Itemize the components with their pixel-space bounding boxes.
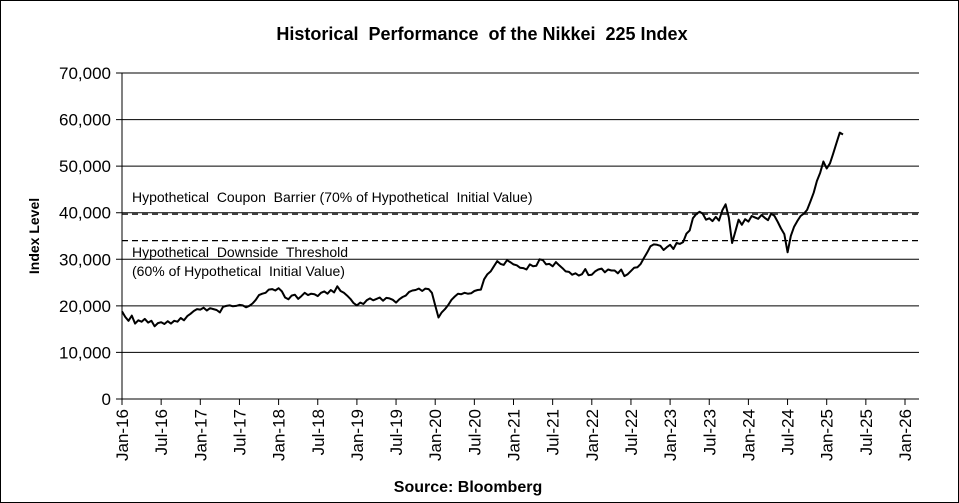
x-tick-label: Jan-23 (661, 409, 680, 461)
x-tick-label: Jul-25 (857, 409, 876, 455)
x-tick-label: Jul-16 (152, 409, 171, 455)
x-tick-label: Jan-22 (583, 409, 602, 461)
x-tick-label: Jul-24 (779, 409, 798, 455)
downside-threshold-label-line2: (60% of Hypothetical Initial Value) (132, 263, 345, 279)
y-axis-ticks: 0 10,000 20,000 30,000 40,000 50,000 60,000 70,… (59, 64, 111, 409)
y-tick-label: 60,000 (59, 111, 111, 130)
x-tick-label: Jan-26 (896, 409, 915, 461)
y-axis-title: Index Level (26, 198, 42, 274)
x-tick-label: Jan-19 (348, 409, 367, 461)
downside-threshold-label-line1: Hypothetical Downside Threshold (132, 244, 348, 260)
x-tick-label: Jul-19 (387, 409, 406, 455)
x-tick-label: Jul-18 (309, 409, 328, 455)
coupon-barrier-label: Hypothetical Coupon Barrier (70% of Hypo… (132, 189, 533, 205)
y-tick-label: 0 (102, 390, 111, 409)
x-tick-label: Jul-20 (465, 409, 484, 455)
x-axis-ticks: Jan-16 Jul-16 Jan-17 Jul-17 Jan-18 Jul-18 Jan-… (113, 399, 915, 461)
x-tick-label: Jul-23 (700, 409, 719, 455)
x-tick-label: Jan-20 (426, 409, 445, 461)
y-tick-label: 30,000 (59, 250, 111, 269)
x-tick-label: Jul-22 (622, 409, 641, 455)
x-tick-label: Jan-16 (113, 409, 132, 461)
x-tick-label: Jan-21 (505, 409, 524, 461)
x-axis-title-source: Source: Bloomberg (394, 479, 542, 496)
chart-title: Historical Performance of the Nikkei 225… (276, 24, 687, 44)
y-tick-label: 10,000 (59, 343, 111, 362)
x-tick-label: Jan-17 (191, 409, 210, 461)
x-tick-label: Jul-17 (230, 409, 249, 455)
x-tick-label: Jan-18 (270, 409, 289, 461)
x-tick-label: Jan-24 (739, 409, 758, 461)
series-line-nikkei-225 (121, 131, 844, 328)
gridlines (116, 72, 919, 353)
y-tick-label: 70,000 (59, 64, 111, 83)
x-tick-label: Jul-21 (544, 409, 563, 455)
x-tick-label: Jan-25 (818, 409, 837, 461)
y-tick-label: 50,000 (59, 157, 111, 176)
y-tick-label: 20,000 (59, 297, 111, 316)
y-tick-label: 40,000 (59, 204, 111, 223)
